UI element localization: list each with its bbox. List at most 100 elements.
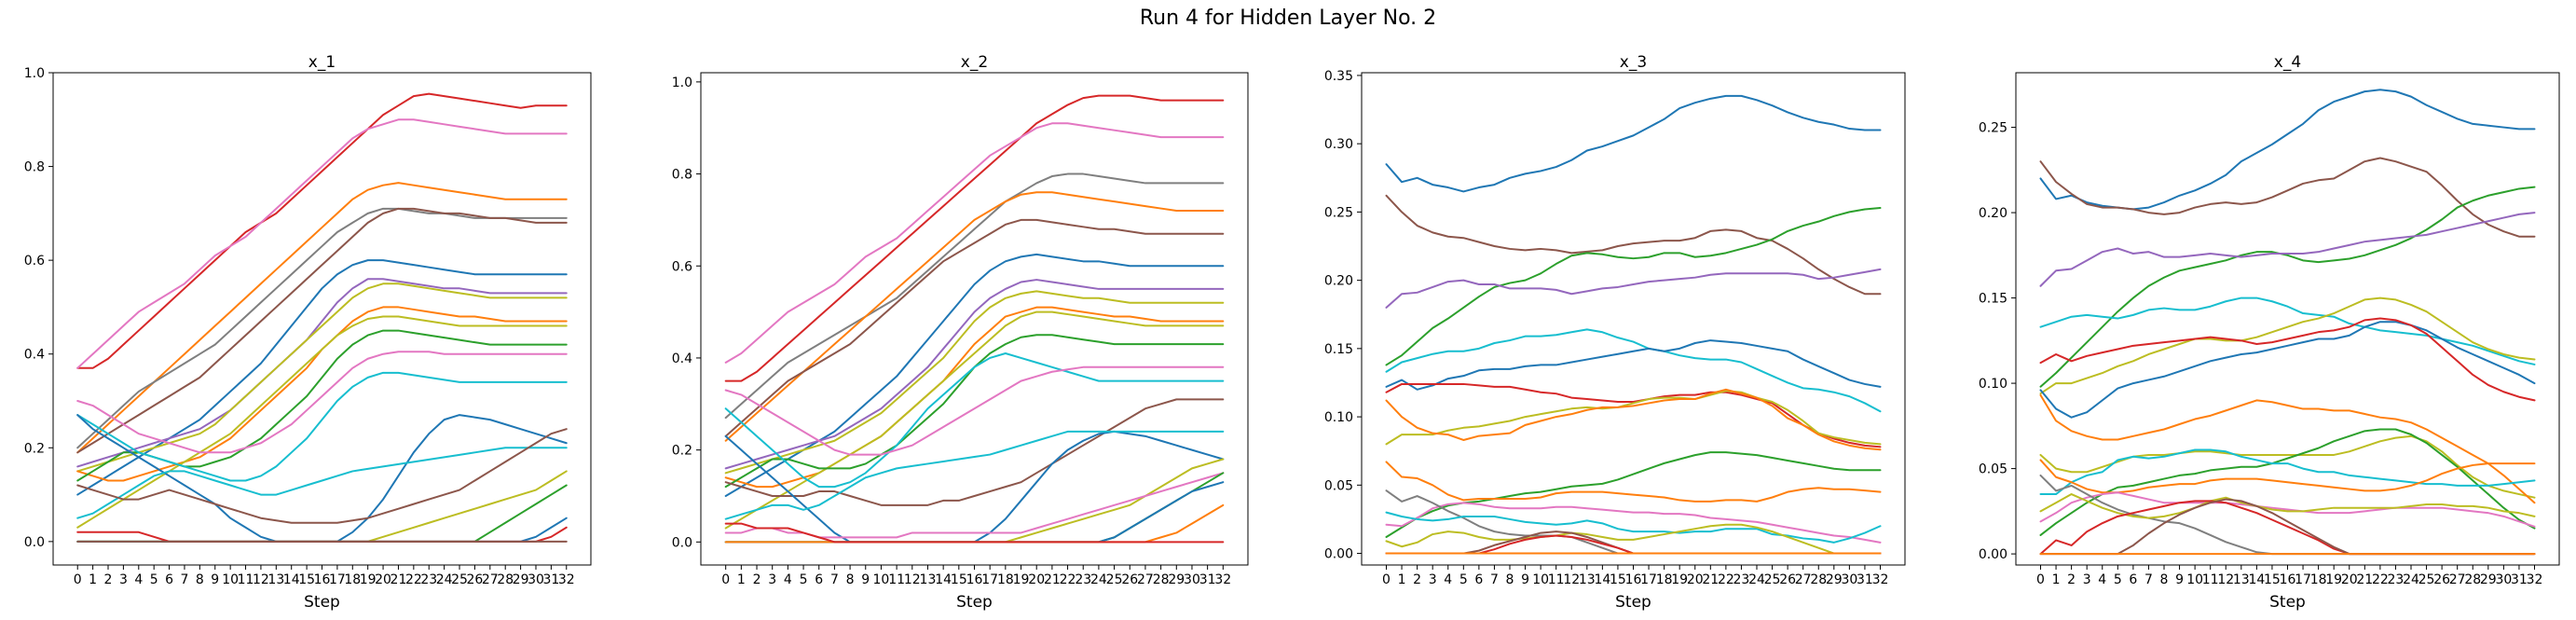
x-tick-label: 20 bbox=[1028, 572, 1045, 587]
x-tick-label: 8 bbox=[846, 572, 855, 587]
x-tick-label: 1 bbox=[89, 572, 97, 587]
x-tick-label: 15 bbox=[2264, 572, 2281, 587]
x-tick-label: 2 bbox=[2067, 572, 2076, 587]
x-tick-label: 27 bbox=[482, 572, 499, 587]
x-tick-label: 13 bbox=[920, 572, 937, 587]
series-line bbox=[76, 259, 568, 496]
x-tick-label: 15 bbox=[1610, 572, 1626, 587]
x-tick-label: 11 bbox=[888, 572, 905, 587]
x-tick-label: 31 bbox=[2511, 572, 2528, 587]
x-tick-label: 17 bbox=[329, 572, 346, 587]
x-tick-label: 14 bbox=[283, 572, 300, 587]
x-tick-label: 24 bbox=[1748, 572, 1765, 587]
x-tick-label: 10 bbox=[1532, 572, 1549, 587]
series-line bbox=[724, 458, 1225, 544]
y-tick-label: 0.8 bbox=[24, 160, 45, 175]
series-line bbox=[724, 253, 1225, 497]
x-tick-label: 6 bbox=[1474, 572, 1483, 587]
x-tick-label: 21 bbox=[1702, 572, 1719, 587]
series-line bbox=[724, 522, 1225, 544]
x-tick-label: 29 bbox=[2480, 572, 2497, 587]
series-line bbox=[2039, 491, 2536, 528]
x-tick-label: 29 bbox=[1168, 572, 1185, 587]
x-tick-label: 31 bbox=[1857, 572, 1873, 587]
y-tick-label: 0.15 bbox=[1979, 292, 2007, 307]
x-tick-label: 2 bbox=[753, 572, 761, 587]
series-line bbox=[2039, 393, 2536, 504]
x-tick-label: 28 bbox=[2464, 572, 2481, 587]
series-line bbox=[724, 365, 1225, 456]
y-tick-label: 0.10 bbox=[1324, 410, 1353, 425]
x-tick-label: 16 bbox=[966, 572, 983, 587]
x-tick-label: 18 bbox=[1656, 572, 1673, 587]
x-tick-label: 0 bbox=[721, 572, 730, 587]
x-tick-label: 14 bbox=[935, 572, 952, 587]
x-axis-label: Step bbox=[956, 593, 993, 612]
x-tick-label: 2 bbox=[1413, 572, 1421, 587]
y-tick-label: 0.20 bbox=[1979, 206, 2007, 221]
x-tick-label: 4 bbox=[1444, 572, 1452, 587]
series-line bbox=[1385, 530, 1882, 555]
subplot-x3: x_3 Step 0 1 2 3 4 5 6 7 8 9 101112131415161718192… bbox=[1324, 53, 1906, 612]
x-tick-label: 21 bbox=[2356, 572, 2373, 587]
x-tick-label: 13 bbox=[267, 572, 284, 587]
series-line bbox=[2039, 321, 2536, 419]
y-tick-label: 0.4 bbox=[672, 351, 692, 366]
series-line bbox=[76, 92, 568, 369]
x-tick-label: 22 bbox=[1060, 572, 1076, 587]
x-tick-label: 4 bbox=[134, 572, 143, 587]
x-tick-label: 9 bbox=[2175, 572, 2184, 587]
x-tick-label: 11 bbox=[1548, 572, 1565, 587]
series-line bbox=[76, 371, 568, 482]
y-tick-label: 0.15 bbox=[1324, 342, 1353, 357]
series-line bbox=[1385, 382, 1882, 448]
series-line bbox=[724, 503, 1225, 544]
y-tick-label: 1.0 bbox=[24, 66, 45, 81]
x-axis-label: Step bbox=[304, 593, 340, 612]
series-line bbox=[76, 207, 568, 449]
series-line bbox=[724, 172, 1225, 420]
subplot-title: x_1 bbox=[308, 53, 336, 72]
x-tick-label: 24 bbox=[2403, 572, 2419, 587]
series-line bbox=[76, 282, 568, 473]
x-tick-label: 6 bbox=[815, 572, 823, 587]
x-tick-label: 20 bbox=[2341, 572, 2358, 587]
series-line bbox=[724, 310, 1225, 530]
x-tick-label: 19 bbox=[2325, 572, 2342, 587]
x-tick-label: 24 bbox=[1090, 572, 1107, 587]
series-line bbox=[724, 306, 1225, 489]
x-tick-label: 15 bbox=[951, 572, 967, 587]
subplot-x2: x_2 Step 0 1 2 3 4 5 6 7 8 9 101112131415161718192… bbox=[672, 53, 1249, 612]
x-tick-label: 26 bbox=[2433, 572, 2450, 587]
x-axis-label: Step bbox=[2269, 593, 2306, 612]
subplot-x1: x_1 Step 0 1 2 3 4 5 6 7 8 9 101112131415161718192… bbox=[24, 53, 592, 612]
x-tick-label: 21 bbox=[1044, 572, 1061, 587]
x-tick-label: 15 bbox=[298, 572, 315, 587]
series-line bbox=[1385, 328, 1882, 413]
x-tick-label: 7 bbox=[2144, 572, 2153, 587]
x-tick-label: 12 bbox=[253, 572, 269, 587]
x-tick-label: 16 bbox=[2280, 572, 2296, 587]
series-line bbox=[2039, 157, 2536, 238]
x-tick-label: 19 bbox=[1671, 572, 1688, 587]
x-tick-label: 19 bbox=[360, 572, 377, 587]
series-line bbox=[76, 428, 568, 524]
x-tick-label: 5 bbox=[1459, 572, 1468, 587]
series-line bbox=[2039, 434, 2536, 499]
series-line bbox=[1385, 94, 1882, 193]
series-line bbox=[76, 351, 568, 454]
series-line bbox=[76, 182, 568, 454]
x-tick-label: 32 bbox=[2527, 572, 2543, 587]
x-tick-label: 6 bbox=[2129, 572, 2137, 587]
series-line bbox=[724, 334, 1225, 489]
series-line bbox=[76, 306, 568, 482]
series-line bbox=[2039, 459, 2536, 494]
series-line bbox=[1385, 207, 1882, 366]
x-tick-label: 17 bbox=[981, 572, 998, 587]
series-line bbox=[724, 352, 1225, 489]
series-line bbox=[2039, 448, 2536, 496]
y-tick-label: 0.25 bbox=[1979, 121, 2007, 136]
x-tick-label: 29 bbox=[513, 572, 529, 587]
series-line bbox=[1385, 390, 1882, 446]
y-tick-label: 0.4 bbox=[24, 348, 45, 363]
